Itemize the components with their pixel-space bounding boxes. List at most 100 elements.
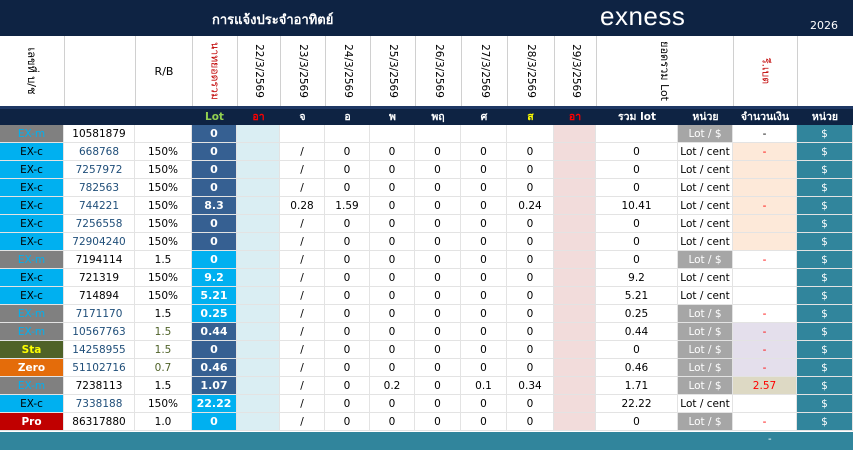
unit-cell[interactable]: Lot / $	[678, 125, 733, 143]
day-lot-cell[interactable]: 0	[461, 305, 507, 323]
day-lot-cell[interactable]: 0	[325, 323, 370, 341]
account-number-cell[interactable]: 782563	[64, 179, 135, 197]
day-lot-cell[interactable]: 0	[415, 161, 461, 179]
account-type-cell[interactable]: EX-m	[0, 377, 64, 395]
amount-cell[interactable]: -	[733, 125, 797, 143]
amount-cell[interactable]: -	[733, 323, 797, 341]
day-lot-cell[interactable]: 0	[415, 269, 461, 287]
day-lot-cell[interactable]	[237, 161, 280, 179]
currency-cell[interactable]: $	[797, 341, 853, 359]
amount-cell[interactable]: -	[733, 143, 797, 161]
day-lot-cell[interactable]	[280, 125, 325, 143]
account-number-cell[interactable]: 7194114	[64, 251, 135, 269]
day-lot-cell[interactable]: 0	[507, 269, 554, 287]
sum-lot-cell[interactable]: 0	[596, 215, 678, 233]
date-header-cell[interactable]: 24/3/2569	[325, 36, 370, 106]
day-lot-cell[interactable]: 0	[507, 251, 554, 269]
account-number-cell[interactable]: 10567763	[64, 323, 135, 341]
account-type-cell[interactable]: EX-m	[0, 125, 64, 143]
day-lot-cell[interactable]: 0	[461, 143, 507, 161]
day-lot-cell[interactable]: 0	[415, 197, 461, 215]
day-lot-cell[interactable]	[554, 143, 596, 161]
rb-cell[interactable]: 150%	[135, 161, 192, 179]
unit-cell[interactable]: Lot / $	[678, 323, 733, 341]
currency-cell[interactable]: $	[797, 233, 853, 251]
lot-cell[interactable]: 0.44	[192, 323, 237, 341]
date-header-cell[interactable]: 23/3/2569	[280, 36, 325, 106]
day-lot-cell[interactable]	[554, 323, 596, 341]
sum-lot-cell[interactable]: 5.21	[596, 287, 678, 305]
account-type-cell[interactable]: EX-c	[0, 215, 64, 233]
day-lot-cell[interactable]	[370, 125, 415, 143]
sum-lot-cell[interactable]: 9.2	[596, 269, 678, 287]
day-lot-cell[interactable]: /	[280, 341, 325, 359]
day-lot-cell[interactable]: 0	[415, 233, 461, 251]
day-lot-cell[interactable]	[237, 125, 280, 143]
day-lot-cell[interactable]: 0	[415, 287, 461, 305]
day-lot-cell[interactable]	[554, 269, 596, 287]
currency-cell[interactable]: $	[797, 161, 853, 179]
day-lot-cell[interactable]: 0	[415, 413, 461, 431]
sum-lot-cell[interactable]: 0	[596, 179, 678, 197]
day-lot-cell[interactable]: /	[280, 233, 325, 251]
day-lot-cell[interactable]	[554, 197, 596, 215]
unit-cell[interactable]: Lot / cent	[678, 161, 733, 179]
currency-cell[interactable]: $	[797, 269, 853, 287]
day-lot-cell[interactable]	[237, 233, 280, 251]
day-lot-cell[interactable]	[554, 251, 596, 269]
lot-cell[interactable]: 0	[192, 161, 237, 179]
day-lot-cell[interactable]: 0	[325, 143, 370, 161]
day-lot-cell[interactable]: 0.34	[507, 377, 554, 395]
day-lot-cell[interactable]	[554, 359, 596, 377]
rb-cell[interactable]: 150%	[135, 215, 192, 233]
day-lot-cell[interactable]: 0	[325, 413, 370, 431]
sum-lot-cell[interactable]: 0	[596, 233, 678, 251]
day-lot-cell[interactable]: /	[280, 179, 325, 197]
day-lot-cell[interactable]	[554, 305, 596, 323]
account-type-cell[interactable]: EX-m	[0, 305, 64, 323]
lot-cell[interactable]: 0	[192, 179, 237, 197]
day-lot-cell[interactable]	[554, 341, 596, 359]
day-lot-cell[interactable]: 0	[415, 179, 461, 197]
sum-lot-subheader[interactable]: รวม lot	[618, 111, 656, 123]
day-lot-cell[interactable]: 0	[370, 143, 415, 161]
currency-cell[interactable]: $	[797, 287, 853, 305]
rb-cell[interactable]: 1.0	[135, 413, 192, 431]
unit-cell[interactable]: Lot / $	[678, 413, 733, 431]
day-lot-cell[interactable]	[237, 287, 280, 305]
lot-cell[interactable]: 22.22	[192, 395, 237, 413]
day-lot-cell[interactable]: 0	[415, 251, 461, 269]
day-lot-cell[interactable]	[237, 143, 280, 161]
unit-cell[interactable]: Lot / $	[678, 341, 733, 359]
account-type-cell[interactable]: Pro	[0, 413, 64, 431]
day-lot-cell[interactable]	[237, 269, 280, 287]
day-lot-cell[interactable]: 0	[507, 215, 554, 233]
day-lot-cell[interactable]	[237, 305, 280, 323]
day-lot-cell[interactable]: /	[280, 359, 325, 377]
day-lot-cell[interactable]: 0.28	[280, 197, 325, 215]
rb-cell[interactable]: 150%	[135, 287, 192, 305]
day-lot-cell[interactable]	[237, 377, 280, 395]
lot-cell[interactable]: 8.3	[192, 197, 237, 215]
account-type-cell[interactable]: EX-c	[0, 161, 64, 179]
day-lot-cell[interactable]: /	[280, 395, 325, 413]
day-lot-cell[interactable]	[554, 125, 596, 143]
amount-cell[interactable]	[733, 161, 797, 179]
amount-cell[interactable]: -	[733, 341, 797, 359]
day-subheader[interactable]: อ	[344, 111, 351, 123]
lot-cell[interactable]: 0	[192, 215, 237, 233]
day-lot-cell[interactable]	[237, 323, 280, 341]
day-lot-cell[interactable]: 0	[415, 395, 461, 413]
currency-cell[interactable]: $	[797, 125, 853, 143]
account-type-cell[interactable]: EX-c	[0, 143, 64, 161]
currency-cell[interactable]: $	[797, 377, 853, 395]
lot-cell[interactable]: 0	[192, 233, 237, 251]
rb-cell[interactable]: 150%	[135, 179, 192, 197]
unit-cell[interactable]: Lot / cent	[678, 179, 733, 197]
day-lot-cell[interactable]: 0	[507, 413, 554, 431]
day-lot-cell[interactable]: 0	[461, 413, 507, 431]
day-lot-cell[interactable]: /	[280, 323, 325, 341]
day-lot-cell[interactable]: 0	[325, 161, 370, 179]
day-lot-cell[interactable]	[237, 395, 280, 413]
day-lot-cell[interactable]: 0	[415, 323, 461, 341]
